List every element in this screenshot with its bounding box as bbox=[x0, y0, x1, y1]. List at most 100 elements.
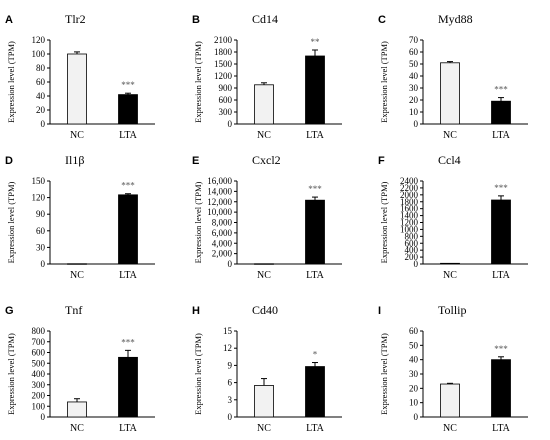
y-tick-label: 50 bbox=[409, 59, 419, 69]
bar-nc bbox=[67, 263, 87, 265]
y-tick-label: 0 bbox=[414, 259, 419, 269]
bar-nc bbox=[254, 385, 274, 418]
bar-nc bbox=[440, 262, 460, 265]
y-tick-label: 2100 bbox=[214, 35, 233, 45]
y-tick-label: 1200 bbox=[214, 71, 233, 81]
x-category-label: NC bbox=[443, 423, 457, 434]
x-category-label: NC bbox=[443, 130, 457, 141]
y-tick-label: 6 bbox=[228, 378, 233, 388]
significance-marker: * bbox=[313, 350, 318, 360]
y-tick-label: 90 bbox=[36, 209, 46, 219]
y-tick-label: 30 bbox=[409, 83, 419, 93]
x-category-label: LTA bbox=[306, 423, 324, 434]
gene-title: Myd88 bbox=[438, 12, 473, 26]
panel-c: C Myd88 Expression level (TPM) 0 10 20 30 40 50 6… bbox=[378, 12, 528, 141]
x-category-label: NC bbox=[443, 270, 457, 281]
y-tick-label: 600 bbox=[219, 95, 233, 105]
gene-title: Cd40 bbox=[252, 303, 278, 317]
y-tick-label: 60 bbox=[36, 226, 46, 236]
y-tick-label: 12,000 bbox=[207, 197, 232, 207]
bar-lta bbox=[491, 100, 511, 125]
x-category-label: NC bbox=[70, 270, 84, 281]
panel-e: E Cxcl2 Expression level (TPM) 02,0004,0006… bbox=[192, 153, 342, 281]
y-tick-label: 800 bbox=[405, 231, 419, 241]
y-tick-label: 14,000 bbox=[207, 186, 232, 196]
significance-marker: *** bbox=[494, 85, 508, 95]
y-tick-label: 150 bbox=[32, 176, 46, 186]
y-tick-label: 1600 bbox=[400, 204, 419, 214]
y-tick-label: 20 bbox=[36, 105, 46, 115]
y-axis-label: Expression level (TPM) bbox=[379, 181, 389, 263]
y-tick-label: 1800 bbox=[214, 47, 233, 57]
x-category-label: NC bbox=[257, 130, 271, 141]
bar-nc bbox=[254, 84, 274, 125]
y-tick-label: 30 bbox=[409, 369, 419, 379]
y-axis-label: Expression level (TPM) bbox=[193, 181, 203, 263]
panel-letter: C bbox=[378, 14, 386, 26]
y-tick-label: 8,000 bbox=[212, 218, 233, 228]
y-tick-label: 2400 bbox=[400, 176, 419, 186]
panel-letter: F bbox=[378, 155, 385, 167]
x-category-label: LTA bbox=[306, 130, 324, 141]
y-tick-label: 20 bbox=[409, 383, 419, 393]
bar-nc bbox=[440, 62, 460, 125]
panel-letter: I bbox=[378, 305, 381, 317]
y-tick-label: 200 bbox=[405, 252, 419, 262]
panel-i: I Tollip Expression level (TPM) 0 10 20 30 40 50… bbox=[378, 303, 528, 434]
x-category-label: LTA bbox=[119, 423, 137, 434]
y-tick-label: 6,000 bbox=[212, 228, 233, 238]
significance-marker: *** bbox=[494, 183, 508, 193]
bar-nc bbox=[67, 401, 87, 418]
y-tick-label: 10 bbox=[409, 107, 419, 117]
y-tick-label: 20 bbox=[409, 95, 419, 105]
y-tick-label: 0 bbox=[414, 412, 419, 422]
y-tick-label: 0 bbox=[41, 259, 46, 269]
y-tick-label: 120 bbox=[32, 35, 46, 45]
y-tick-label: 4,000 bbox=[212, 238, 233, 248]
y-tick-label: 0 bbox=[228, 412, 233, 422]
y-tick-label: 15 bbox=[223, 326, 233, 336]
y-tick-label: 100 bbox=[32, 401, 46, 411]
y-tick-label: 300 bbox=[219, 107, 233, 117]
y-tick-label: 0 bbox=[228, 259, 233, 269]
y-tick-label: 120 bbox=[32, 193, 46, 203]
significance-marker: *** bbox=[121, 80, 135, 90]
y-tick-label: 1200 bbox=[400, 218, 419, 228]
panel-f: F Ccl4 Expression level (TPM) 0200400600800… bbox=[378, 153, 528, 281]
y-tick-label: 400 bbox=[32, 369, 46, 379]
y-tick-label: 2200 bbox=[400, 183, 419, 193]
panel-g: G Tnf Expression level (TPM) 01002003004005… bbox=[5, 303, 155, 434]
bar-nc bbox=[67, 53, 87, 125]
x-category-label: LTA bbox=[492, 270, 510, 281]
y-tick-label: 200 bbox=[32, 391, 46, 401]
x-category-label: NC bbox=[257, 423, 271, 434]
panel-d: D Il1β Expression level (TPM) 0 30 60 90 120 150… bbox=[5, 153, 155, 281]
y-tick-label: 50 bbox=[409, 340, 419, 350]
y-tick-label: 2,000 bbox=[212, 249, 233, 259]
x-category-label: NC bbox=[257, 270, 271, 281]
y-tick-label: 12 bbox=[223, 343, 232, 353]
y-tick-label: 900 bbox=[219, 83, 233, 93]
y-tick-label: 300 bbox=[32, 380, 46, 390]
y-axis-label: Expression level (TPM) bbox=[6, 41, 16, 123]
panel-letter: H bbox=[192, 305, 200, 317]
panel-letter: G bbox=[5, 305, 14, 317]
y-tick-label: 70 bbox=[409, 35, 419, 45]
panel-a: A Tlr2 Expression level (TPM) 0 20 40 60 80 100 1… bbox=[5, 12, 155, 141]
bar-nc bbox=[254, 263, 274, 265]
y-axis-label: Expression level (TPM) bbox=[6, 181, 16, 263]
significance-marker: ** bbox=[311, 37, 321, 47]
y-tick-label: 700 bbox=[32, 337, 46, 347]
y-tick-label: 3 bbox=[228, 395, 233, 405]
y-tick-label: 9 bbox=[228, 360, 233, 370]
y-tick-label: 40 bbox=[409, 71, 419, 81]
significance-marker: *** bbox=[494, 344, 508, 354]
significance-marker: *** bbox=[121, 181, 135, 191]
y-tick-label: 60 bbox=[36, 77, 46, 87]
x-category-label: LTA bbox=[119, 130, 137, 141]
y-tick-label: 40 bbox=[409, 355, 419, 365]
panel-b: B Cd14 Expression level (TPM) 0 300 600 900 120… bbox=[192, 12, 342, 141]
y-tick-label: 400 bbox=[405, 245, 419, 255]
bar-nc bbox=[440, 383, 460, 418]
bar-lta bbox=[491, 199, 511, 265]
